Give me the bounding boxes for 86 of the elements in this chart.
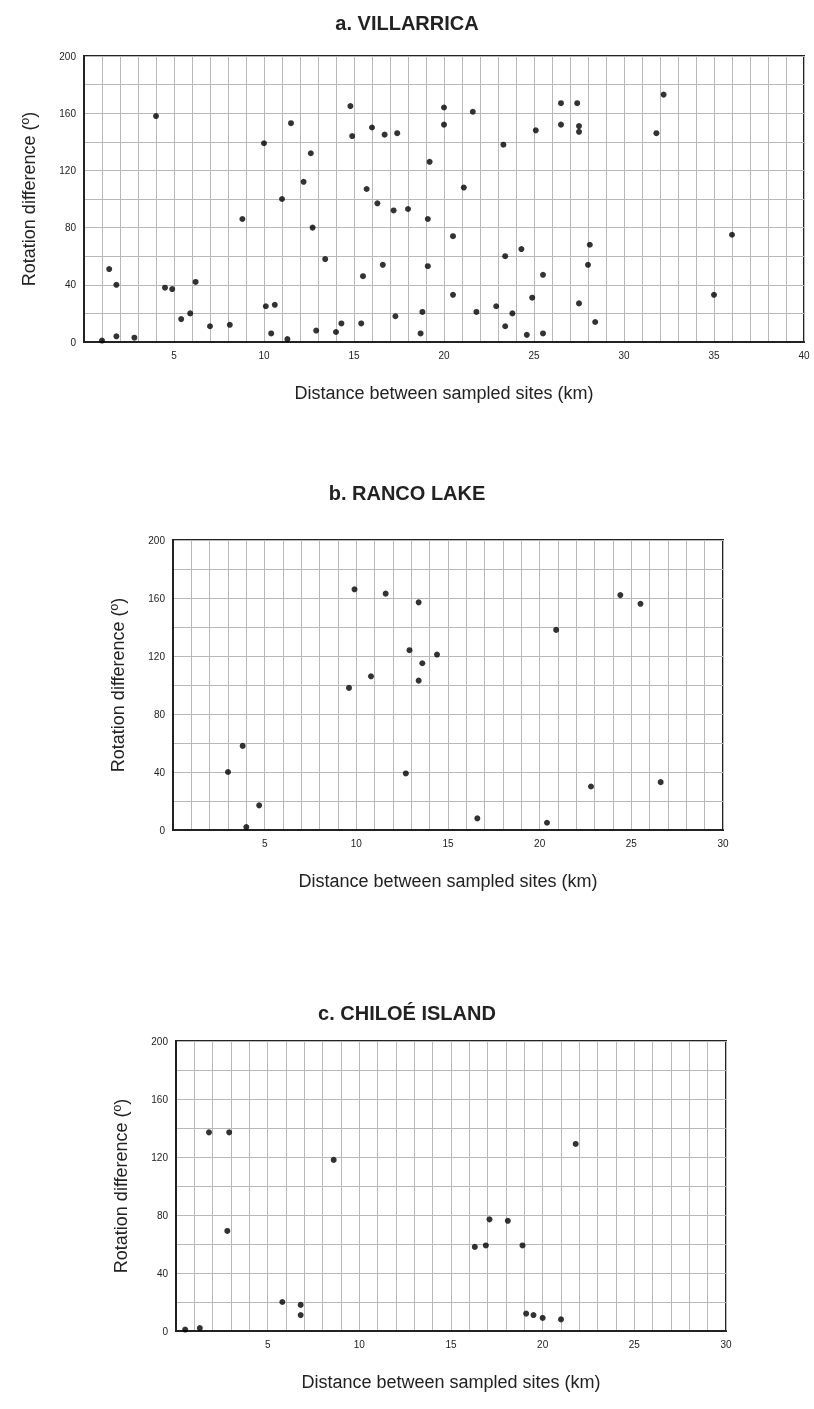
point: [382, 590, 389, 597]
y-tick-label: 160: [148, 592, 166, 604]
point: [519, 1242, 526, 1249]
point: [588, 783, 594, 790]
chart-title: b. RANCO LAKE: [328, 482, 486, 504]
point: [572, 1140, 579, 1147]
x-tick-label: 15: [348, 349, 360, 361]
point: [226, 1129, 233, 1136]
x-tick-label: 20: [534, 837, 546, 849]
x-tick-label: 5: [264, 1338, 271, 1350]
point: [474, 815, 481, 822]
point: [196, 1325, 203, 1332]
point: [415, 599, 422, 606]
point: [346, 684, 352, 691]
x-tick-label: 25: [528, 349, 540, 361]
y-tick-label: 200: [151, 1035, 169, 1047]
x-tick-label: 25: [625, 837, 638, 849]
point: [482, 1242, 489, 1249]
y-tick-label: 200: [148, 534, 166, 546]
x-tick-label: 10: [350, 837, 363, 849]
y-tick-label: 0: [70, 336, 77, 348]
chart-title: a. VILLARRICA: [335, 12, 479, 34]
x-tick-label: 25: [628, 1338, 641, 1350]
x-tick-label: 5: [171, 349, 178, 361]
point: [402, 770, 409, 777]
x-axis-title: Distance between sampled sites (km): [298, 871, 598, 891]
point: [406, 647, 413, 654]
point: [657, 779, 664, 786]
x-axis-title: Distance between sampled sites (km): [301, 1372, 601, 1392]
x-tick-label: 30: [720, 1338, 732, 1350]
point: [225, 769, 231, 775]
y-axis-title: Rotation difference (º): [19, 111, 39, 287]
point: [297, 1312, 304, 1319]
point: [182, 1326, 189, 1333]
x-tick-label: 35: [708, 349, 720, 361]
x-tick-label: 10: [258, 349, 270, 361]
x-tick-label: 40: [798, 349, 810, 361]
point: [243, 824, 250, 831]
point: [239, 742, 246, 749]
point: [434, 651, 440, 658]
point: [539, 1314, 546, 1321]
y-tick-label: 120: [59, 164, 77, 176]
point: [558, 1316, 564, 1323]
point: [279, 1299, 286, 1305]
x-tick-label: 30: [618, 349, 630, 361]
point: [553, 626, 560, 633]
point: [471, 1243, 478, 1250]
y-tick-label: 80: [64, 222, 77, 234]
point: [544, 819, 550, 826]
y-tick-label: 160: [151, 1093, 169, 1105]
y-tick-label: 160: [59, 107, 77, 119]
chart-title: c. CHILOÉ ISLAND: [318, 1002, 496, 1024]
x-tick-label: 10: [353, 1338, 366, 1350]
y-axis-title: Rotation difference (º): [111, 1098, 131, 1274]
x-axis-title: Distance between sampled sites (km): [294, 383, 594, 403]
point: [523, 1310, 530, 1317]
point: [351, 586, 358, 593]
point: [504, 1217, 511, 1224]
point: [530, 1312, 537, 1319]
y-tick-label: 80: [156, 1209, 169, 1221]
y-tick-label: 40: [153, 766, 166, 778]
x-tick-label: 20: [537, 1338, 549, 1350]
point: [206, 1129, 212, 1136]
y-tick-label: 120: [148, 650, 166, 662]
point: [415, 677, 422, 684]
point: [224, 1227, 231, 1234]
x-tick-label: 20: [438, 349, 450, 361]
point: [368, 673, 374, 680]
point: [256, 802, 263, 809]
y-tick-label: 80: [153, 708, 166, 720]
y-tick-label: 40: [156, 1267, 169, 1279]
y-tick-label: 0: [162, 1325, 169, 1337]
x-tick-label: 30: [717, 837, 729, 849]
y-tick-label: 0: [159, 824, 166, 836]
y-tick-label: 200: [59, 50, 77, 62]
point: [617, 592, 624, 599]
x-tick-label: 15: [442, 837, 454, 849]
y-tick-label: 40: [64, 279, 77, 291]
x-tick-label: 15: [445, 1338, 457, 1350]
point: [297, 1301, 304, 1308]
y-tick-label: 120: [151, 1151, 169, 1163]
y-axis-title: Rotation difference (º): [108, 597, 128, 773]
point: [637, 600, 644, 607]
point: [419, 660, 426, 667]
x-tick-label: 5: [261, 837, 268, 849]
point: [330, 1156, 337, 1163]
